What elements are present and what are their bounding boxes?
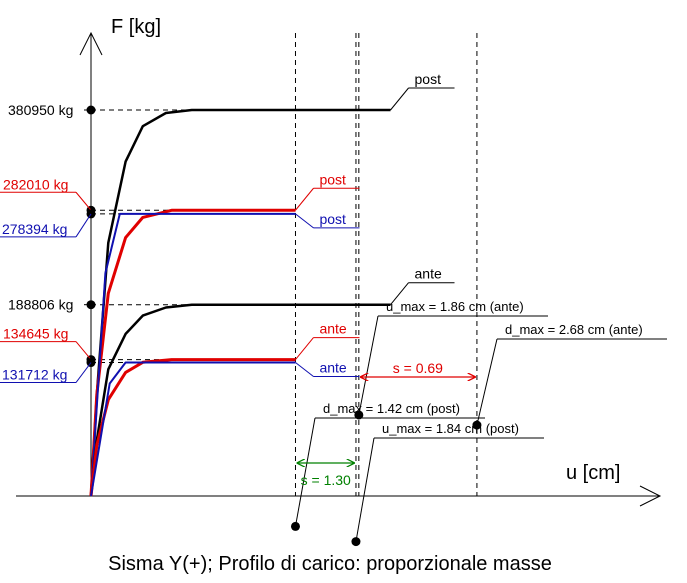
x-axis-arrow <box>639 485 662 507</box>
y-axis-label: F [kg] <box>111 16 161 38</box>
series-label-0: post <box>415 71 442 87</box>
marker-label-0: u_max = 1.86 cm (ante) <box>386 299 524 314</box>
marker-label-1: d_max = 2.68 cm (ante) <box>505 322 643 337</box>
series-leader-1 <box>295 187 314 211</box>
tick-elbow-1 <box>75 191 92 211</box>
span-label-0: s = 0.69 <box>393 360 443 376</box>
series-leader-4 <box>295 337 314 360</box>
tick-elbow-5 <box>75 362 92 383</box>
y-tick-labels: 380950 kg 282010 kg 278394 kg 188806 kg 1346… <box>0 102 96 384</box>
series-leader-0 <box>390 87 409 111</box>
series-leader-5 <box>295 362 314 377</box>
series-label-3: ante <box>415 266 442 282</box>
series-leader-2 <box>295 213 314 229</box>
series-label-4: ante <box>319 321 346 337</box>
series-red-post <box>89 208 296 497</box>
series-label-1: post <box>319 171 346 187</box>
series-black-post <box>89 108 391 497</box>
tick-elbow-4 <box>75 341 92 360</box>
displacement-markers: u_max = 1.86 cm (ante) d_max = 2.68 cm (a… <box>290 299 667 547</box>
marker-leader-0 <box>358 315 379 416</box>
marker-leader-3 <box>355 437 375 542</box>
tick-label-0: 380950 kg <box>8 102 73 118</box>
series-blue-post <box>90 212 296 497</box>
span-label-1: s = 1.30 <box>301 472 351 488</box>
series-leader-3 <box>390 282 409 306</box>
series-label-5: ante <box>319 360 346 376</box>
series-black-ante <box>89 303 391 497</box>
series-red-ante <box>89 358 296 497</box>
marker-leader-2 <box>294 417 316 527</box>
tick-label-2: 278394 kg <box>2 221 67 237</box>
y-axis-arrow <box>79 31 103 56</box>
span-arrows: s = 0.69 s = 1.30 <box>297 360 474 488</box>
tick-elbow-2 <box>75 213 92 238</box>
x-axis-label: u [cm] <box>566 462 620 484</box>
tick-label-1: 282010 kg <box>3 176 68 192</box>
tick-label-4: 134645 kg <box>3 326 68 342</box>
series-label-2: post <box>319 211 346 227</box>
series-labels: post post post ante ante ante <box>295 71 455 378</box>
chart-title: Sisma Y(+); Profilo di carico: proporzio… <box>108 553 552 575</box>
marker-leader-1 <box>476 338 498 426</box>
tick-label-5: 131712 kg <box>2 367 67 383</box>
marker-label-3: u_max = 1.84 cm (post) <box>382 421 519 436</box>
tick-label-3: 188806 kg <box>8 297 73 313</box>
marker-label-2: d_max = 1.42 cm (post) <box>323 401 460 416</box>
capacity-curves <box>89 108 391 497</box>
series-blue-ante <box>90 361 296 497</box>
